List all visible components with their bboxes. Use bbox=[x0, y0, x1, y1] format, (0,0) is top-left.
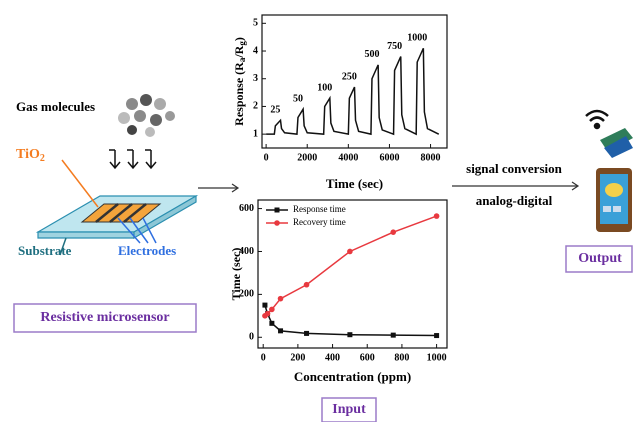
output-label: Output bbox=[578, 251, 622, 266]
series-line bbox=[265, 305, 437, 335]
peak-label: 100 bbox=[317, 82, 332, 93]
x-tick-label: 800 bbox=[394, 352, 409, 363]
phone-icon bbox=[596, 168, 632, 232]
diagram: Gas molecules TiO2 Substrate Electrodes … bbox=[0, 0, 633, 422]
peak-label: 500 bbox=[364, 49, 379, 60]
x-tick-label: 200 bbox=[290, 352, 305, 363]
legend-marker bbox=[275, 208, 280, 213]
gas-molecules-label: Gas molecules bbox=[16, 99, 95, 114]
marker bbox=[390, 229, 396, 235]
electrodes-label: Electrodes bbox=[118, 243, 176, 258]
peak-label: 250 bbox=[342, 71, 357, 82]
series-line bbox=[266, 48, 439, 134]
x-tick-label: 4000 bbox=[338, 152, 358, 163]
marker bbox=[304, 282, 310, 288]
y-tick-label: 4 bbox=[253, 45, 258, 56]
marker bbox=[434, 333, 439, 338]
gas-molecules-icon bbox=[118, 94, 175, 137]
gas-arrows bbox=[109, 150, 156, 168]
marker bbox=[278, 328, 283, 333]
x-axis-label: Time (sec) bbox=[326, 176, 383, 191]
tio2-pointer bbox=[62, 160, 98, 207]
y-axis-label: Response (Ra/Rg) bbox=[232, 37, 247, 126]
input-label: Input bbox=[332, 402, 366, 417]
series-line bbox=[265, 216, 437, 316]
marker bbox=[347, 249, 353, 255]
microsensor-label: Resistive microsensor bbox=[40, 310, 169, 325]
tio2-base: TiO bbox=[16, 147, 40, 162]
substrate-label: Substrate bbox=[18, 243, 72, 258]
tio2-label: TiO2 bbox=[16, 147, 45, 164]
y-tick-label: 600 bbox=[239, 203, 254, 214]
y-axis-label: Time (sec) bbox=[229, 248, 243, 301]
y-tick-label: 0 bbox=[249, 332, 254, 343]
x-tick-label: 6000 bbox=[379, 152, 399, 163]
y-tick-label: 1 bbox=[253, 128, 258, 139]
wifi-icon bbox=[586, 111, 608, 128]
y-tick-label: 5 bbox=[253, 18, 258, 29]
peak-label: 1000 bbox=[407, 33, 427, 44]
peak-label: 50 bbox=[293, 94, 303, 105]
signal-conversion-label: signal conversion bbox=[466, 161, 562, 176]
output-arrow bbox=[452, 182, 578, 190]
y-axis-label-part: /R bbox=[232, 45, 246, 58]
x-tick-label: 0 bbox=[264, 152, 269, 163]
x-tick-label: 0 bbox=[261, 352, 266, 363]
x-tick-label: 2000 bbox=[297, 152, 317, 163]
x-tick-label: 8000 bbox=[421, 152, 441, 163]
marker bbox=[434, 213, 440, 219]
input-arrow bbox=[198, 184, 238, 192]
x-tick-label: 1000 bbox=[427, 352, 447, 363]
marker bbox=[391, 333, 396, 338]
y-axis-label-part: Time (sec) bbox=[229, 248, 243, 301]
y-tick-label: 2 bbox=[253, 101, 258, 112]
marker bbox=[265, 311, 271, 317]
y-axis-label-part: Response (R bbox=[232, 62, 246, 126]
legend-label: Response time bbox=[293, 204, 346, 214]
tio2-sub: 2 bbox=[40, 153, 45, 164]
marker bbox=[278, 296, 284, 302]
analog-digital-label: analog-digital bbox=[476, 193, 553, 208]
marker bbox=[304, 331, 309, 336]
peak-label: 25 bbox=[270, 105, 280, 116]
marker bbox=[347, 332, 352, 337]
marker bbox=[269, 321, 274, 326]
y-tick-label: 3 bbox=[253, 73, 258, 84]
marker bbox=[262, 303, 267, 308]
board-icon bbox=[600, 128, 633, 158]
marker bbox=[269, 307, 275, 313]
y-axis-label-part: ) bbox=[232, 37, 246, 41]
x-tick-label: 600 bbox=[360, 352, 375, 363]
x-tick-label: 400 bbox=[325, 352, 340, 363]
x-axis-label: Concentration (ppm) bbox=[294, 369, 411, 384]
peak-label: 750 bbox=[387, 41, 402, 52]
legend-marker bbox=[274, 220, 280, 226]
legend-label: Recovery time bbox=[293, 217, 346, 227]
